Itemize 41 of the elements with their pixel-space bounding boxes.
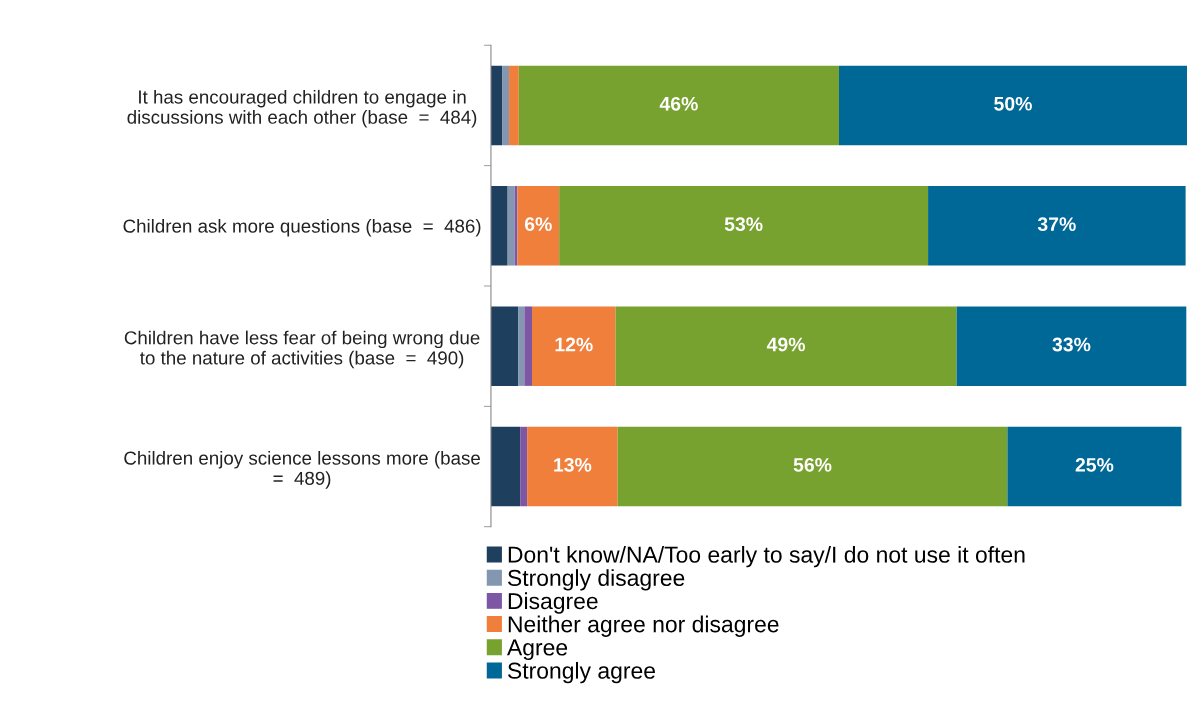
legend-label: Strongly disagree — [507, 569, 685, 591]
legend-label: Disagree — [508, 592, 598, 614]
bar — [838, 65, 1187, 146]
data-label: 12% — [555, 337, 593, 352]
bar — [1007, 426, 1182, 507]
data-label: 56% — [793, 457, 832, 472]
bar — [509, 65, 519, 146]
bar — [490, 306, 519, 386]
bar — [928, 186, 1186, 266]
bar — [507, 186, 515, 266]
legend-label: Strongly agree — [507, 661, 655, 684]
bar — [502, 65, 510, 146]
y-tick-label: It has encouraged children to engage in discussions with each other (base = 484) — [127, 89, 477, 128]
bar — [559, 186, 929, 266]
legend-label: Neither agree nor disagree — [508, 615, 779, 637]
y-tick-label: Children have less fear of being wrong due to the nature of activities (base = 490) — [124, 330, 480, 369]
y-tick-label: Children ask more questions (base = 486) — [123, 219, 481, 237]
data-label: 6% — [524, 217, 552, 232]
data-label: 53% — [724, 217, 763, 232]
bar — [524, 306, 533, 386]
legend-label: Agree — [506, 639, 568, 661]
data-label: 25% — [1075, 457, 1114, 472]
y-tick-label: Children enjoy science lessons more (base = 489) — [124, 451, 480, 489]
bar — [956, 306, 1187, 386]
bar — [517, 186, 560, 266]
data-label: 49% — [766, 337, 806, 352]
bar — [527, 426, 618, 507]
data-label: 37% — [1037, 217, 1076, 232]
data-label: 46% — [659, 96, 698, 111]
data-label: 33% — [1052, 337, 1091, 352]
bar — [518, 65, 839, 146]
data-label: 13% — [554, 457, 592, 472]
data-label: 50% — [994, 96, 1032, 111]
legend-label: Don't know/NA/Too early to say/I do not use it often — [508, 545, 1025, 568]
bar — [490, 186, 508, 266]
bar — [532, 306, 616, 386]
bar — [615, 306, 957, 386]
bar — [617, 426, 1008, 507]
bar — [518, 306, 525, 386]
bar — [490, 426, 521, 507]
bar — [520, 426, 528, 507]
